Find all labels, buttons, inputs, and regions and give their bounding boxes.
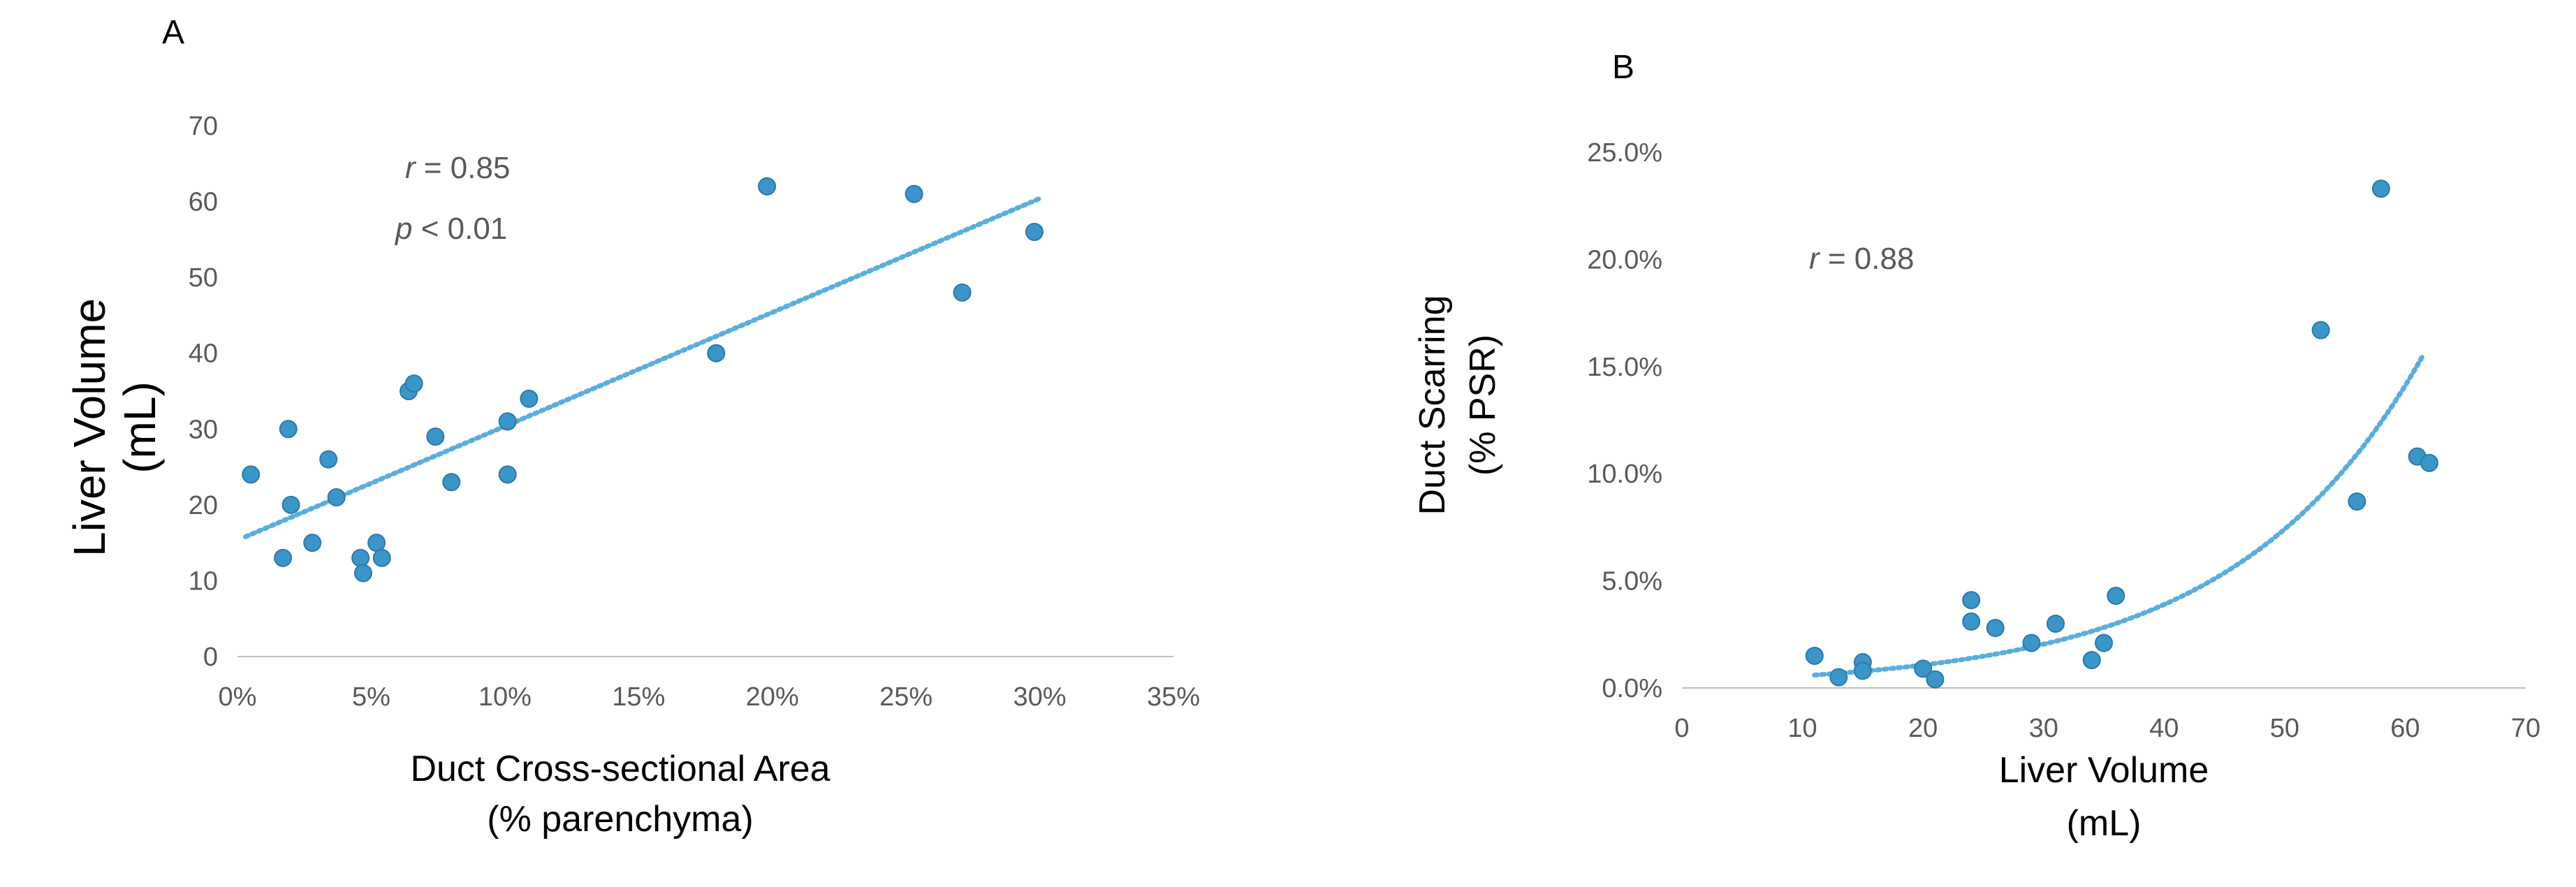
panel-a-label: A [162, 14, 184, 51]
panel-b-xtick-label: 30 [2029, 714, 2058, 743]
panel-a-data-point [758, 177, 777, 196]
panel-a-data-point [242, 465, 261, 484]
panel-b-data-point [1914, 659, 1933, 678]
panel-b-data-point [2420, 453, 2438, 472]
panel-b-data-point [1962, 612, 1981, 631]
panel-a-data-point [367, 534, 386, 552]
panel-a-xlabel-line1: Duct Cross-sectional Area [410, 749, 830, 789]
panel-b-xtick-label: 10 [1787, 714, 1817, 743]
panel-b-data-point [2046, 614, 2065, 633]
panel-b-annotation-r-var: r [1809, 242, 1821, 276]
panel-a-data-point [372, 548, 391, 567]
panel-a-data-point [303, 534, 322, 552]
panel-a-xtick-label: 5% [352, 682, 390, 712]
panel-b-ytick-label: 10.0% [1587, 460, 1662, 489]
panel-a-data-point [1025, 223, 1044, 241]
panel-a-ytick-label: 20 [189, 491, 218, 520]
panel-b-data-point [2311, 321, 2330, 339]
panel-b-ytick-label: 20.0% [1587, 245, 1662, 274]
panel-b-ytick-label: 5.0% [1602, 567, 1662, 596]
panel-b-xtick-label: 20 [1908, 714, 1938, 743]
panel-b-data-point [2082, 651, 2101, 670]
panel-a-ytick-label: 0 [203, 643, 218, 672]
panel-b-data-point [1962, 591, 1981, 610]
panel-a-data-point [279, 420, 298, 439]
panel-b-data-point [1926, 670, 1945, 689]
panel-a-ytick-label: 70 [189, 112, 218, 141]
panel-b-xlabel-line1: Liver Volume [1999, 750, 2209, 791]
panel-a-data-point [281, 495, 300, 514]
panel-a-data-point [404, 374, 423, 393]
panel-a-annotation-p-text: < 0.01 [412, 212, 507, 246]
panel-a-data-point [905, 184, 923, 203]
panel-b-data-point [2022, 633, 2041, 652]
panel-b-data-point [2107, 587, 2125, 606]
panel-a-xtick-label: 30% [1013, 682, 1067, 712]
panel-b-ytick-label: 0.0% [1602, 674, 1662, 703]
panel-b-ylabel-line1: Duct Scarring [1412, 295, 1453, 515]
panel-b-xtick-label: 70 [2511, 714, 2540, 743]
panel-b-xtick-label: 40 [2149, 714, 2179, 743]
panel-b-xlabel-line2: (mL) [2067, 803, 2142, 844]
panel-b-ytick-label: 15.0% [1587, 353, 1662, 382]
panel-b-label: B [1612, 49, 1634, 86]
panel-a-data-point [498, 412, 517, 431]
panel-a-xtick-label: 10% [478, 682, 532, 712]
panel-a-data-point [327, 488, 346, 506]
panel-b-xtick-label: 60 [2390, 714, 2420, 743]
panel-b-chart: B Duct Scarring (% PSR) Liver Volume (mL… [1412, 49, 2540, 844]
panel-b-data-point [1829, 668, 1848, 687]
panel-b-xtick-label: 0 [1674, 714, 1689, 743]
panel-b-trendline [1812, 352, 2426, 678]
panel-a-ytick-label: 50 [189, 263, 218, 293]
panel-a-data-point [426, 427, 445, 446]
panel-a-data-point [319, 450, 338, 469]
panel-a-xtick-label: 35% [1147, 682, 1200, 712]
panel-a-annotation-p-var: p [394, 212, 412, 246]
panel-b-annotation-r-text: = 0.88 [1820, 242, 1915, 276]
panel-a-data-point [274, 548, 293, 567]
panel-a-ytick-label: 10 [189, 566, 218, 596]
panel-a-ylabel-line1: Liver Volume [64, 298, 115, 557]
panel-b-data-point [1986, 619, 2005, 638]
panel-b-ytick-label: 25.0% [1587, 138, 1662, 168]
panel-a-annotation-r-text: = 0.85 [416, 151, 511, 185]
panel-a-annotation-p: p < 0.01 [394, 212, 507, 246]
panel-a-ytick-label: 40 [189, 339, 218, 369]
panel-b-data-point [1805, 646, 1824, 665]
panel-a-ytick-label: 60 [189, 188, 218, 217]
panel-a-xlabel-line2: (% parenchyma) [487, 799, 753, 840]
panel-a-data-point [353, 564, 372, 582]
panel-a-chart: A Liver Volume (mL) Duct Cross-sectional… [64, 14, 1200, 840]
panel-b-ylabel-line2: (% PSR) [1463, 335, 1503, 476]
panel-a-data-point [707, 344, 726, 362]
panel-a-data-point [953, 283, 972, 302]
panel-a-trendline [243, 196, 1043, 539]
panel-b-data-point [2348, 492, 2366, 511]
panel-a-xtick-label: 0% [219, 682, 257, 712]
panel-b-data-point [1853, 661, 1872, 680]
panel-a-data-point [442, 473, 461, 492]
panel-a-data-point [520, 389, 539, 408]
panel-b-xtick-label: 50 [2270, 714, 2299, 743]
panel-a-ytick-label: 30 [189, 415, 218, 444]
panel-a-xtick-label: 20% [746, 682, 799, 712]
panel-b-data-point [2371, 179, 2390, 198]
panel-b-data-point [2095, 633, 2113, 652]
panel-a-annotation-r: r = 0.85 [405, 151, 510, 185]
panel-a-annotation-r-var: r [405, 151, 417, 185]
panel-a-xtick-label: 25% [879, 682, 932, 712]
panel-b-annotation-r: r = 0.88 [1809, 242, 1914, 276]
panel-a-data-point [498, 465, 517, 484]
panel-a-xtick-label: 15% [612, 682, 665, 712]
panel-a-data-point [351, 548, 370, 567]
panel-a-ylabel-line2: (mL) [115, 381, 165, 474]
